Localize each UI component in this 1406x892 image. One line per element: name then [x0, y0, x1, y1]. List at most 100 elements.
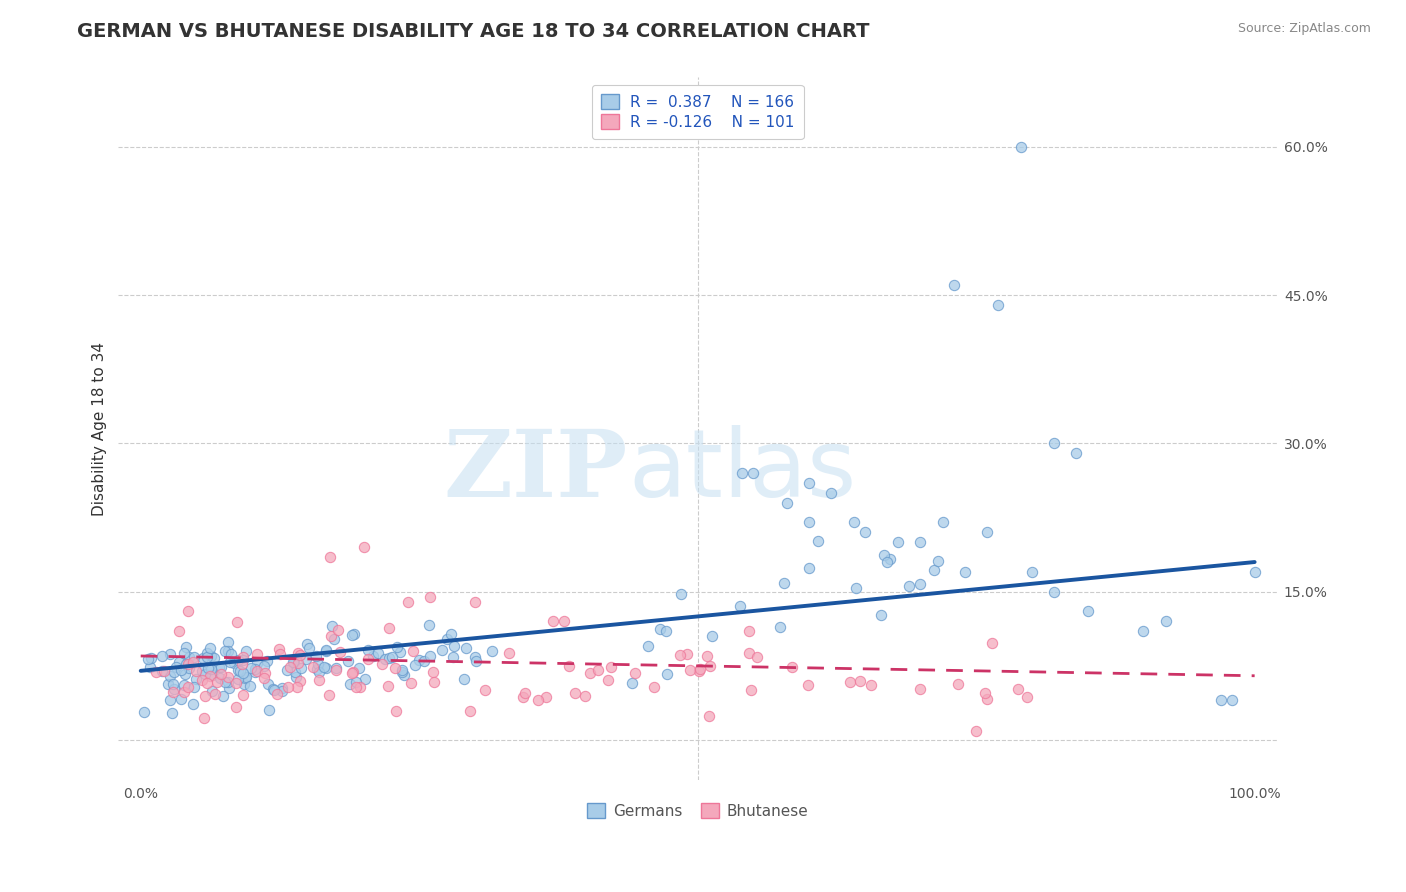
Point — [325, 664, 347, 678]
Point — [965, 724, 987, 739]
Point — [776, 496, 799, 510]
Point — [1043, 584, 1066, 599]
Point — [464, 594, 486, 608]
Point — [214, 675, 236, 690]
Point — [209, 667, 232, 681]
Point — [396, 594, 419, 608]
Point — [820, 485, 842, 500]
Point — [217, 675, 239, 690]
Point — [897, 579, 920, 593]
Point — [157, 677, 180, 691]
Point — [839, 675, 862, 690]
Point — [256, 654, 278, 668]
Point — [276, 663, 298, 677]
Point — [177, 681, 200, 695]
Point — [235, 644, 257, 658]
Point — [430, 642, 453, 657]
Point — [976, 692, 998, 706]
Point — [922, 563, 945, 577]
Point — [527, 693, 550, 707]
Point — [974, 686, 997, 700]
Point — [163, 682, 186, 697]
Point — [315, 644, 337, 658]
Point — [443, 639, 465, 653]
Point — [226, 653, 249, 667]
Point — [177, 650, 200, 665]
Point — [391, 663, 413, 677]
Point — [159, 669, 181, 683]
Point — [285, 680, 308, 694]
Point — [458, 705, 481, 719]
Point — [326, 623, 349, 637]
Point — [391, 665, 413, 679]
Point — [558, 659, 581, 673]
Point — [183, 649, 205, 664]
Point — [197, 646, 219, 660]
Point — [323, 632, 346, 646]
Point — [208, 659, 231, 673]
Point — [643, 680, 665, 694]
Point — [176, 657, 198, 672]
Point — [742, 466, 765, 480]
Point — [512, 690, 534, 705]
Point — [191, 673, 214, 687]
Point — [287, 656, 309, 670]
Point — [454, 640, 477, 655]
Point — [307, 657, 329, 671]
Point — [910, 535, 932, 549]
Point — [849, 673, 872, 688]
Point — [253, 659, 276, 673]
Point — [181, 697, 204, 711]
Point — [441, 649, 464, 664]
Point — [245, 665, 267, 680]
Point — [302, 659, 325, 673]
Point — [353, 540, 375, 554]
Point — [231, 657, 253, 672]
Point — [600, 660, 623, 674]
Point — [586, 664, 609, 678]
Point — [377, 620, 399, 634]
Point — [253, 671, 276, 685]
Point — [655, 624, 678, 638]
Point — [932, 516, 955, 530]
Point — [209, 671, 232, 685]
Point — [340, 627, 363, 641]
Point — [235, 670, 257, 684]
Point — [339, 677, 361, 691]
Point — [162, 684, 184, 698]
Point — [202, 651, 225, 665]
Point — [263, 682, 285, 697]
Point — [173, 685, 195, 699]
Point — [160, 706, 183, 720]
Point — [381, 649, 404, 664]
Point — [564, 686, 586, 700]
Point — [176, 604, 198, 618]
Point — [513, 686, 536, 700]
Point — [402, 644, 425, 658]
Point — [174, 640, 197, 654]
Point — [195, 650, 218, 665]
Point — [384, 660, 406, 674]
Point — [731, 466, 754, 480]
Point — [256, 677, 278, 691]
Point — [159, 693, 181, 707]
Point — [579, 666, 602, 681]
Point — [1220, 693, 1243, 707]
Point — [138, 660, 160, 674]
Point — [655, 667, 678, 681]
Point — [150, 665, 173, 679]
Point — [1077, 605, 1099, 619]
Point — [319, 550, 342, 565]
Point — [669, 587, 692, 601]
Point — [214, 644, 236, 658]
Point — [498, 646, 520, 660]
Point — [797, 475, 820, 490]
Point — [879, 552, 901, 566]
Point — [1066, 446, 1088, 460]
Point — [228, 663, 250, 677]
Point — [200, 640, 222, 655]
Point — [298, 641, 321, 656]
Point — [150, 649, 173, 664]
Point — [624, 665, 647, 680]
Point — [1015, 690, 1038, 704]
